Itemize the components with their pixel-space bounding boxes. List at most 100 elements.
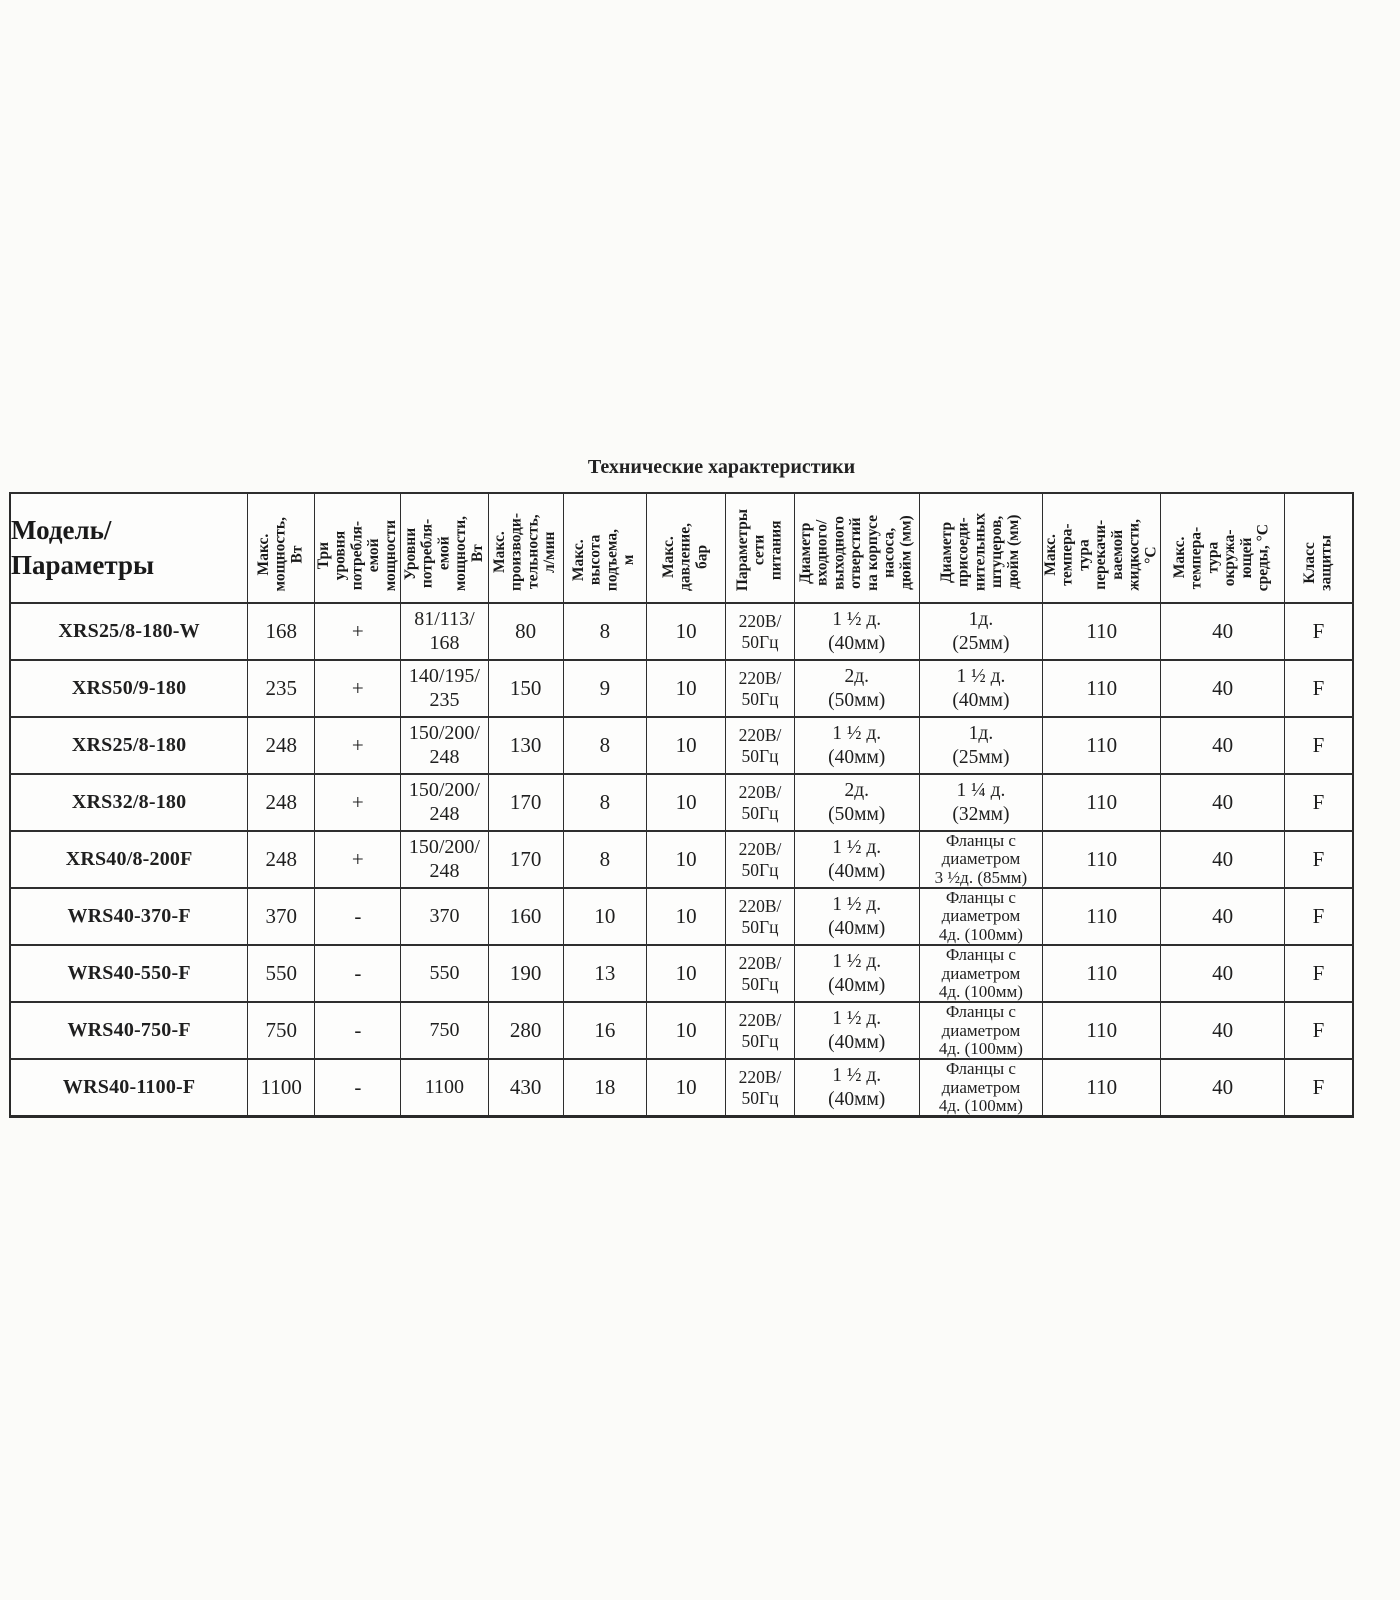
cell-three-power-levels: +: [314, 716, 402, 775]
column-header-protection-class: Класс защиты: [1283, 492, 1354, 604]
cell-max-power: 550: [247, 944, 316, 1004]
cell-power-levels: 550: [400, 944, 489, 1004]
cell-inlet-outlet-diameter: 1 ½ д. (40мм): [793, 716, 920, 775]
table-row: WRS40-750-F 750-750 280 16 10 220В/ 50Гц 1 ½ д…: [9, 1001, 1354, 1061]
model-cell: WRS40-370-F: [9, 887, 249, 947]
cell-max-lift-height: 16: [562, 1001, 648, 1061]
cell-power-levels: 150/200/ 248: [400, 773, 489, 832]
cell-max-liquid-temp: 110: [1042, 1001, 1162, 1061]
cell-fitting-diameter: 1д. (25мм): [918, 602, 1044, 661]
cell-max-ambient-temp: 40: [1160, 1001, 1285, 1061]
column-header-max-ambient-temp: Макс. темпера- тура окружа- ющей среды, …: [1160, 492, 1285, 604]
cell-fitting-diameter: 1 ¼ д. (32мм): [918, 773, 1044, 832]
cell-max-flow: 160: [487, 887, 564, 947]
cell-protection-class: F: [1283, 773, 1354, 832]
column-header-label: Уровни потребля- емой мощности, Вт: [401, 515, 486, 591]
cell-max-flow: 430: [487, 1058, 564, 1118]
cell-max-pressure: 10: [646, 944, 727, 1004]
column-header-power-supply: Параметры сети питания: [725, 492, 795, 604]
cell-max-pressure: 10: [646, 829, 727, 890]
cell-max-ambient-temp: 40: [1160, 1058, 1285, 1118]
cell-max-power: 168: [247, 602, 316, 661]
cell-max-lift-height: 8: [562, 829, 648, 890]
column-header-label: Диаметр присоеди- нительных штуцеров, дю…: [938, 512, 1023, 591]
specs-table: Модель/ Параметры Макс. мощность, Вт Три у…: [9, 492, 1354, 1119]
cell-max-lift-height: 8: [562, 773, 648, 832]
cell-max-ambient-temp: 40: [1160, 829, 1285, 890]
model-cell: XRS32/8-180: [9, 773, 249, 832]
cell-max-power: 235: [247, 659, 316, 718]
cell-three-power-levels: +: [314, 659, 402, 718]
cell-max-power: 370: [247, 887, 316, 947]
column-header-label: Макс. мощность, Вт: [255, 516, 306, 591]
cell-max-flow: 170: [487, 773, 564, 832]
column-header-label: Диаметр входного/ выходного отверстий на…: [797, 515, 915, 591]
cell-power-levels: 1100: [400, 1058, 489, 1118]
cell-fitting-diameter: Фланцы с диаметром 4д. (100мм): [918, 887, 1044, 947]
cell-max-liquid-temp: 110: [1042, 773, 1162, 832]
cell-power-supply: 220В/ 50Гц: [725, 944, 795, 1004]
column-header-max-flow: Макс. производи- тельность, л/мин: [487, 492, 564, 604]
cell-fitting-diameter: 1 ½ д. (40мм): [918, 659, 1044, 718]
cell-protection-class: F: [1283, 829, 1354, 890]
column-header-label: Макс. темпера- тура окружа- ющей среды, …: [1171, 523, 1273, 591]
cell-inlet-outlet-diameter: 1 ½ д. (40мм): [793, 829, 920, 890]
cell-max-pressure: 10: [646, 1001, 727, 1061]
cell-power-levels: 370: [400, 887, 489, 947]
cell-max-liquid-temp: 110: [1042, 944, 1162, 1004]
cell-inlet-outlet-diameter: 1 ½ д. (40мм): [793, 1058, 920, 1118]
cell-max-ambient-temp: 40: [1160, 716, 1285, 775]
model-cell: WRS40-750-F: [9, 1001, 249, 1061]
table-title: Технические характеристики: [587, 456, 856, 478]
table-row: WRS40-550-F 550-550 190 13 10 220В/ 50Гц 1 ½ д…: [9, 944, 1354, 1004]
cell-max-power: 1100: [247, 1058, 316, 1118]
cell-max-power: 248: [247, 829, 316, 890]
cell-max-ambient-temp: 40: [1160, 773, 1285, 832]
cell-protection-class: F: [1283, 887, 1354, 947]
column-header-label: Макс. производи- тельность, л/мин: [491, 513, 559, 591]
cell-three-power-levels: -: [314, 1058, 402, 1118]
cell-max-pressure: 10: [646, 1058, 727, 1118]
model-cell: WRS40-1100-F: [9, 1058, 249, 1118]
cell-power-levels: 750: [400, 1001, 489, 1061]
model-cell: WRS40-550-F: [9, 944, 249, 1004]
cell-max-power: 750: [247, 1001, 316, 1061]
cell-fitting-diameter: Фланцы с диаметром 4д. (100мм): [918, 944, 1044, 1004]
cell-inlet-outlet-diameter: 2д. (50мм): [793, 659, 920, 718]
cell-three-power-levels: +: [314, 829, 402, 890]
cell-fitting-diameter: Фланцы с диаметром 3 ½д. (85мм): [918, 829, 1044, 890]
cell-three-power-levels: +: [314, 602, 402, 661]
cell-max-pressure: 10: [646, 887, 727, 947]
cell-max-lift-height: 10: [562, 887, 648, 947]
cell-max-power: 248: [247, 773, 316, 832]
cell-max-pressure: 10: [646, 659, 727, 718]
cell-max-flow: 150: [487, 659, 564, 718]
cell-three-power-levels: -: [314, 887, 402, 947]
cell-max-liquid-temp: 110: [1042, 659, 1162, 718]
table-row: WRS40-1100-F 1100-1100 430 18 10 220В/ 50Гц 1 …: [9, 1058, 1354, 1118]
cell-power-supply: 220В/ 50Гц: [725, 887, 795, 947]
cell-inlet-outlet-diameter: 2д. (50мм): [793, 773, 920, 832]
cell-power-supply: 220В/ 50Гц: [725, 716, 795, 775]
model-cell: XRS50/9-180: [9, 659, 249, 718]
model-cell: XRS25/8-180: [9, 716, 249, 775]
cell-inlet-outlet-diameter: 1 ½ д. (40мм): [793, 1001, 920, 1061]
cell-power-supply: 220В/ 50Гц: [725, 1001, 795, 1061]
cell-protection-class: F: [1283, 1058, 1354, 1118]
column-header-power-levels: Уровни потребля- емой мощности, Вт: [400, 492, 489, 604]
cell-protection-class: F: [1283, 602, 1354, 661]
column-header-label: Три уровня потребля- емой мощности: [314, 519, 399, 591]
cell-max-pressure: 10: [646, 716, 727, 775]
cell-max-liquid-temp: 110: [1042, 602, 1162, 661]
cell-three-power-levels: +: [314, 773, 402, 832]
cell-inlet-outlet-diameter: 1 ½ д. (40мм): [793, 944, 920, 1004]
cell-max-flow: 130: [487, 716, 564, 775]
cell-power-supply: 220В/ 50Гц: [725, 659, 795, 718]
cell-power-levels: 81/113/ 168: [400, 602, 489, 661]
cell-three-power-levels: -: [314, 1001, 402, 1061]
cell-max-pressure: 10: [646, 602, 727, 661]
cell-max-power: 248: [247, 716, 316, 775]
model-cell: XRS25/8-180-W: [9, 602, 249, 661]
table-row: WRS40-370-F 370-370 160 10 10 220В/ 50Гц 1 ½ д…: [9, 887, 1354, 947]
